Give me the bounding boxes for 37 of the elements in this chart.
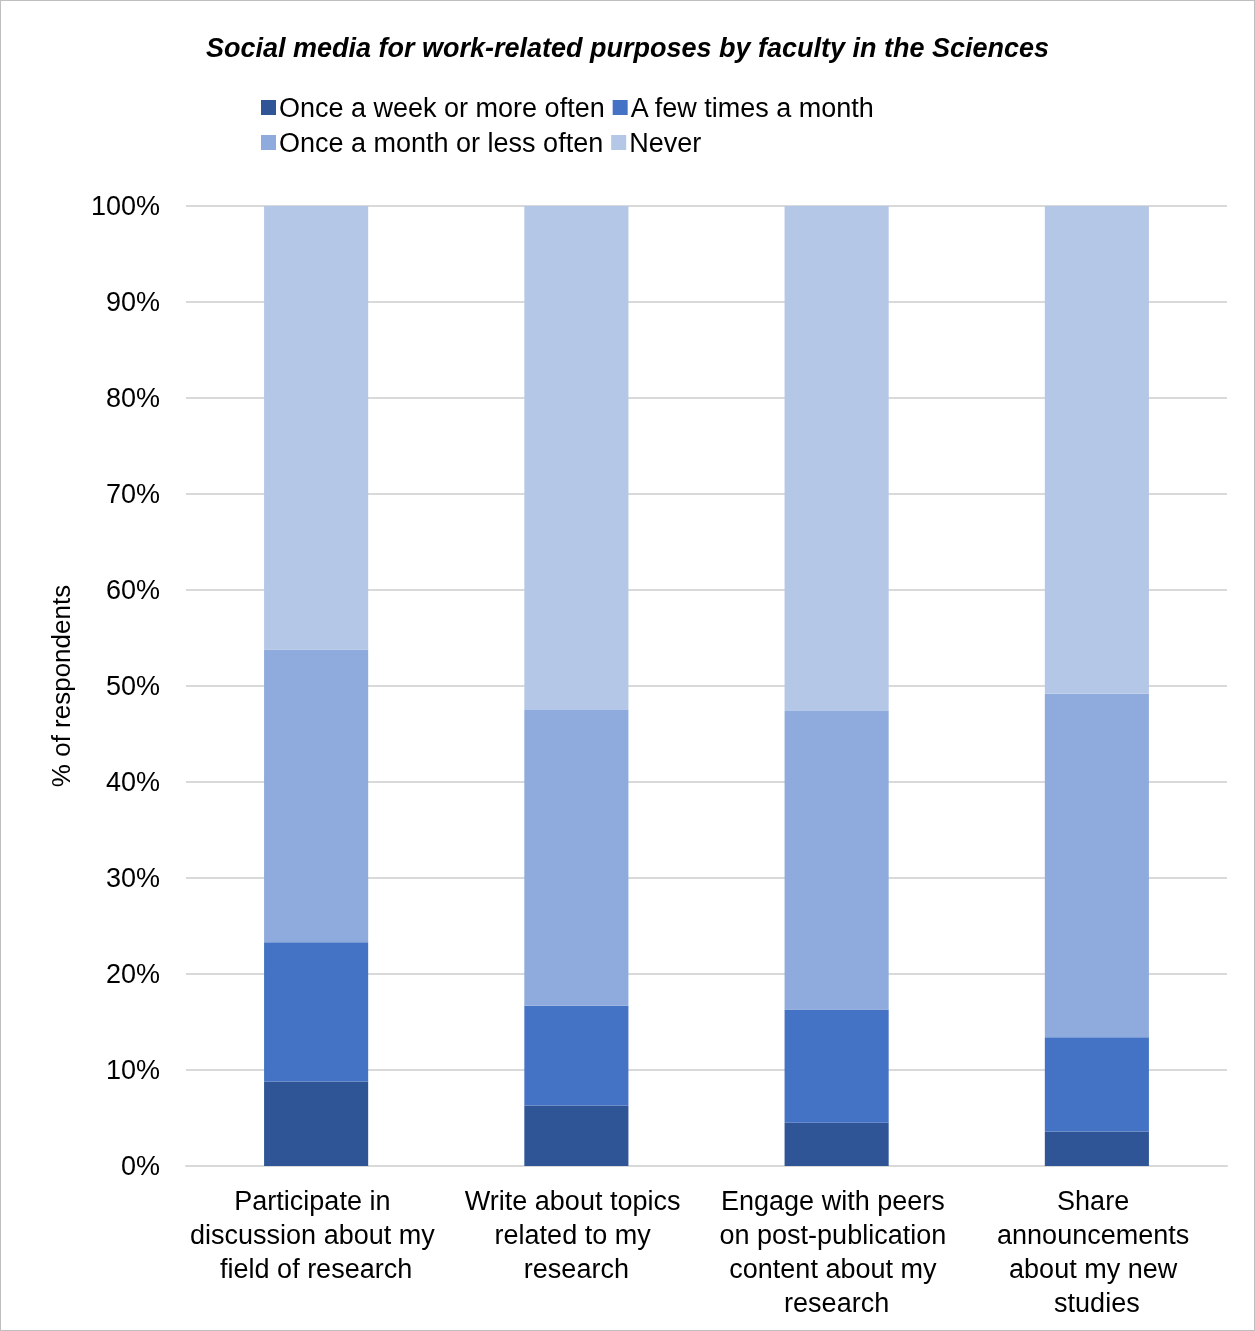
x-tick-label: Write about topics related to my research (464, 1186, 688, 1284)
bar (1044, 693, 1149, 1038)
legend-label: Never (629, 127, 702, 158)
bar (784, 1009, 889, 1123)
y-tick-label: 90% (105, 287, 160, 317)
y-tick-label: 50% (105, 671, 160, 701)
y-tick-label: 30% (105, 863, 160, 893)
y-tick-label: 10% (105, 1055, 160, 1085)
legend-label: A few times a month (630, 92, 874, 123)
bar (264, 649, 369, 943)
bar (784, 206, 889, 711)
bar (524, 1105, 629, 1166)
y-tick-label: 80% (105, 383, 160, 413)
bar (1044, 1037, 1149, 1132)
bar (524, 710, 629, 1006)
x-tick-label: Engage with peers on post-publication content about my research (719, 1186, 954, 1318)
x-tick-label: Share announcements about my new studies (997, 1186, 1197, 1318)
bar (1044, 206, 1149, 694)
chart-title: Social media for work-related purposes by faculty in the Sciences (205, 32, 1050, 63)
bar (524, 1005, 629, 1106)
legend-label: Once a week or more often (279, 92, 605, 123)
legend-label: Once a month or less often (279, 127, 604, 158)
bar (264, 206, 369, 650)
bar (264, 1081, 369, 1166)
bar (264, 942, 369, 1082)
y-tick-label: 20% (105, 959, 160, 989)
y-tick-label: 100% (90, 191, 160, 221)
y-tick-label: 70% (105, 479, 160, 509)
bar (784, 1122, 889, 1166)
y-tick-label: 0% (120, 1151, 160, 1181)
bar (524, 206, 629, 710)
y-axis-title: % of respondents (46, 584, 76, 788)
y-tick-label: 40% (105, 767, 160, 797)
bar (1044, 1131, 1149, 1166)
bar (784, 710, 889, 1010)
x-tick-label: Participate in discussion about my field of research (190, 1186, 443, 1284)
y-tick-label: 60% (105, 575, 160, 605)
